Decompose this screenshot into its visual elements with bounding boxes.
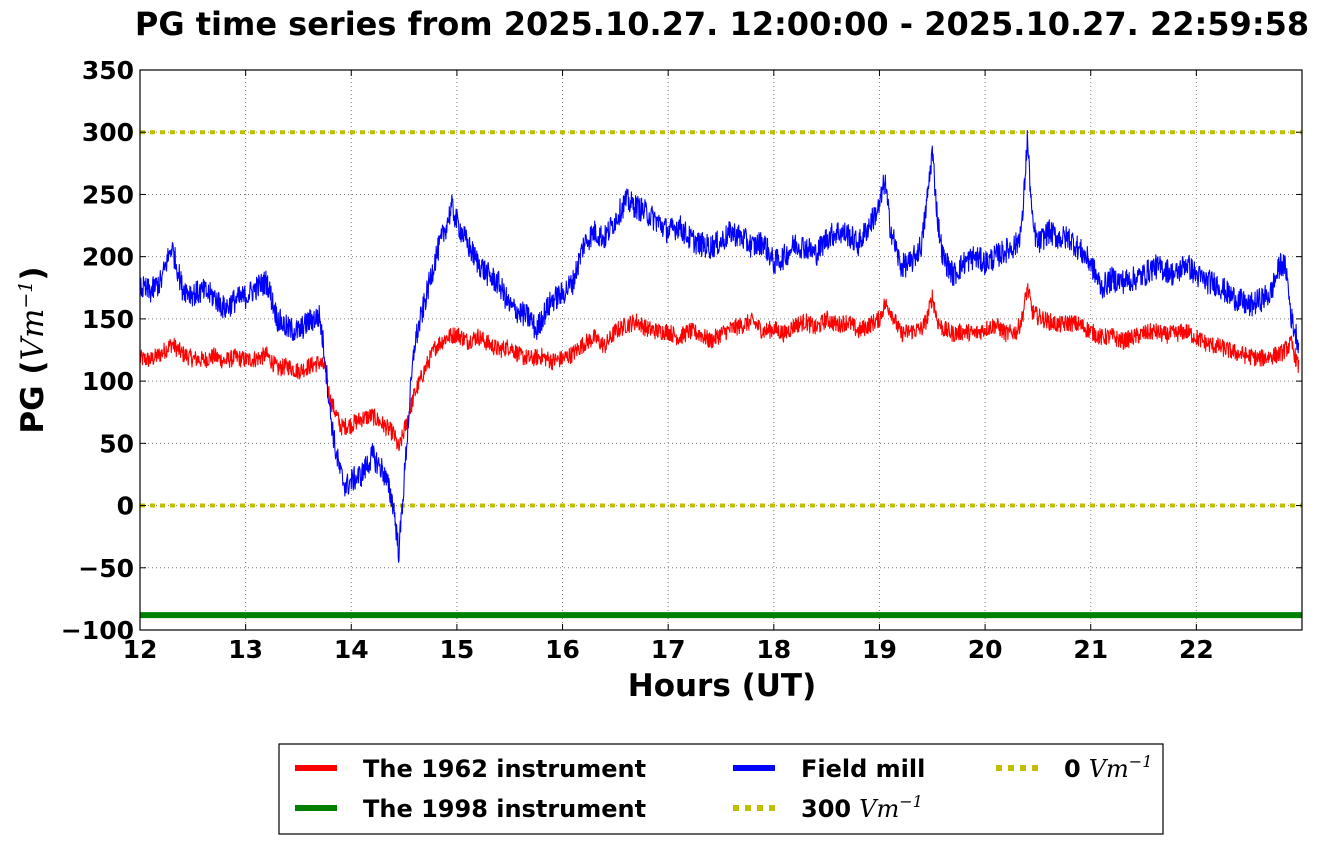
- x-tick-label: 19: [862, 635, 897, 664]
- legend-label-1998: The 1998 instrument: [363, 795, 646, 823]
- series-field-mill-line: [140, 130, 1300, 563]
- chart-title: PG time series from 2025.10.27. 12:00:00…: [135, 5, 1309, 43]
- y-tick-label: 300: [82, 118, 134, 147]
- legend-label-1962: The 1962 instrument: [363, 755, 646, 783]
- x-tick-label: 20: [968, 635, 1003, 664]
- x-tick-label: 13: [228, 635, 263, 664]
- legend-frame: [278, 743, 1164, 835]
- legend: The 1962 instrument The 1998 instrument …: [278, 743, 1164, 835]
- x-tick-label: 17: [651, 635, 686, 664]
- series-the-1962-instrument-line: [140, 282, 1300, 452]
- plot-frame: [139, 69, 1303, 631]
- y-tick-label: 100: [82, 367, 134, 396]
- y-axis-label: PG (Vm−1): [15, 266, 51, 433]
- legend-label-0: 0 Vm−1: [1064, 752, 1152, 783]
- x-axis-label: Hours (UT): [628, 668, 817, 704]
- axis-ticks: 12 13 14 15 16 17 18 19 20 21 22 −100 −50 0 50 100 150 20…: [61, 56, 1302, 664]
- y-tick-label: 250: [82, 180, 134, 209]
- legend-label-field-mill: Field mill: [801, 755, 925, 783]
- y-tick-label: 350: [82, 56, 134, 85]
- series-layer: [140, 130, 1302, 619]
- y-tick-label: 200: [82, 243, 134, 272]
- y-tick-label: 50: [99, 429, 134, 458]
- x-tick-label: 15: [440, 635, 475, 664]
- y-tick-label: 0: [117, 492, 134, 521]
- x-tick-label: 14: [334, 635, 369, 664]
- y-tick-label: −100: [61, 616, 134, 645]
- x-tick-label: 18: [756, 635, 791, 664]
- y-tick-label: 150: [82, 305, 134, 334]
- x-tick-label: 16: [545, 635, 580, 664]
- x-tick-label: 21: [1073, 635, 1108, 664]
- y-tick-label: −50: [78, 554, 134, 583]
- x-tick-label: 22: [1179, 635, 1214, 664]
- legend-label-300: 300 Vm−1: [801, 792, 923, 823]
- x-tick-label: 12: [123, 635, 158, 664]
